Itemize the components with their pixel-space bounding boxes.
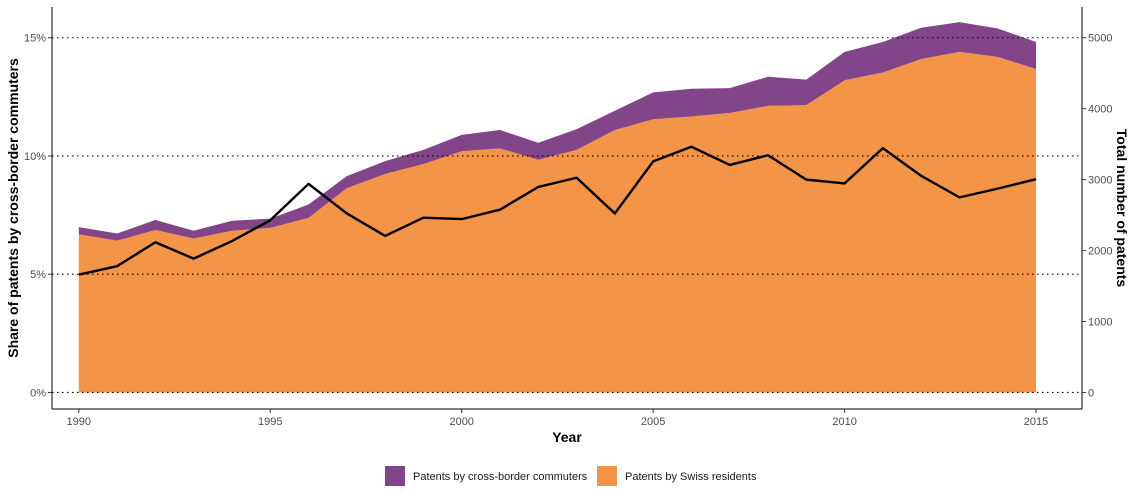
- y-right-tick-label: 1000: [1088, 317, 1112, 329]
- legend-label: Patents by cross-border commuters: [413, 471, 588, 483]
- legend-label: Patents by Swiss residents: [625, 471, 757, 483]
- area-series-patents-by-cross-border-commuters: [78, 22, 1037, 241]
- tick-labels: 1990 1995 2000 2005 2010 2015 0% 5% 10% 15% 0 1000 2…: [24, 33, 1113, 428]
- share-line: [78, 145, 1037, 276]
- legend: Patents by cross-border commuters Patents…: [385, 466, 757, 486]
- legend-item-patents-by-cross-border-commuters: Patents by cross-border commuters: [385, 466, 588, 486]
- y-left-tick-label: 0%: [30, 387, 46, 399]
- gridlines: [52, 37, 1082, 393]
- area-series-patents-by-swiss-residents: [78, 51, 1037, 393]
- y-right-tick-label: 5000: [1088, 33, 1112, 45]
- area-layer: [78, 22, 1037, 393]
- x-tick-label: 2015: [1024, 416, 1048, 428]
- y-right-tick-label: 0: [1088, 387, 1094, 399]
- y-axis-right-title: Total number of patents: [1114, 129, 1130, 288]
- y-right-tick-label: 4000: [1088, 104, 1112, 116]
- x-axis-title: Year: [552, 429, 582, 445]
- x-tick-label: 1990: [67, 416, 91, 428]
- legend-item-patents-by-swiss-residents: Patents by Swiss residents: [597, 466, 757, 486]
- x-tick-label: 2000: [449, 416, 473, 428]
- legend-swatch: [385, 466, 405, 486]
- y-left-tick-label: 15%: [24, 33, 46, 45]
- y-right-tick-label: 2000: [1088, 246, 1112, 258]
- x-tick-label: 1995: [258, 416, 282, 428]
- y-left-tick-label: 10%: [24, 151, 46, 163]
- axes: [51, 7, 1083, 410]
- y-right-tick-label: 3000: [1088, 175, 1112, 187]
- y-axis-left-title: Share of patents by cross-border commute…: [5, 58, 21, 358]
- legend-swatch: [597, 466, 617, 486]
- x-tick-label: 2010: [832, 416, 856, 428]
- line-layer: [78, 145, 1037, 276]
- y-left-tick-label: 5%: [30, 269, 46, 281]
- x-tick-label: 2005: [641, 416, 665, 428]
